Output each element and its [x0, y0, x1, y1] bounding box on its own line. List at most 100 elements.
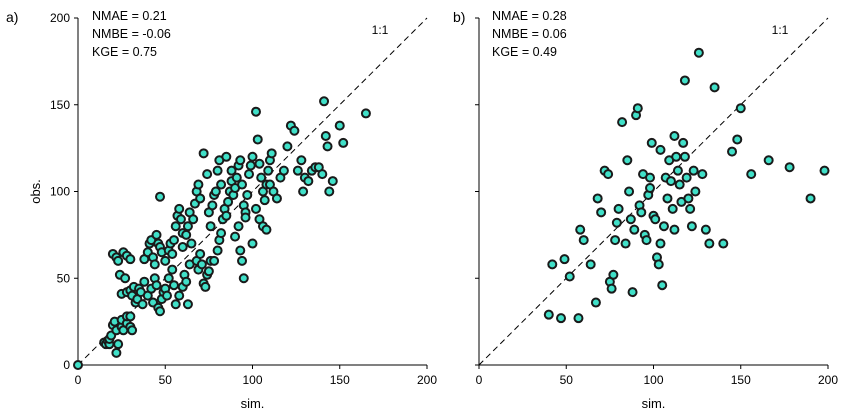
data-point	[320, 130, 331, 141]
data-point	[174, 203, 185, 214]
data-point	[231, 172, 242, 183]
data-point	[564, 271, 575, 282]
data-point	[195, 248, 206, 259]
data-point	[334, 120, 345, 131]
data-point	[167, 248, 178, 259]
stat-text: NMAE = 0.28	[492, 9, 567, 23]
data-point	[216, 179, 227, 190]
data-point	[175, 214, 186, 225]
data-point	[210, 186, 221, 197]
stat-text: NMBE = 0.06	[492, 27, 567, 41]
data-point	[259, 195, 270, 206]
data-point	[196, 259, 207, 270]
data-point	[170, 299, 181, 310]
data-point	[170, 221, 181, 232]
data-point	[592, 193, 603, 204]
data-point	[181, 229, 192, 240]
data-point	[704, 238, 715, 249]
y-tick-label: 200	[50, 11, 70, 25]
stat-text: NMAE = 0.21	[92, 9, 167, 23]
data-point	[233, 221, 244, 232]
data-point	[805, 193, 816, 204]
data-point	[261, 224, 272, 235]
data-point	[718, 238, 729, 249]
stat-text: KGE = 0.75	[92, 45, 157, 59]
data-point	[671, 151, 682, 162]
data-point	[693, 47, 704, 58]
data-point	[603, 169, 614, 180]
data-point	[665, 176, 676, 187]
data-point	[573, 313, 584, 324]
data-point	[624, 186, 635, 197]
data-point	[292, 165, 303, 176]
data-point	[735, 103, 746, 114]
stat-text: KGE = 0.49	[492, 45, 557, 59]
data-point	[254, 158, 265, 169]
data-point	[195, 193, 206, 204]
data-point	[216, 228, 227, 239]
data-point	[324, 186, 335, 197]
data-point	[207, 200, 218, 211]
data-point	[111, 347, 122, 358]
data-point	[223, 196, 234, 207]
data-point	[120, 273, 131, 284]
data-point	[155, 306, 166, 317]
data-point	[250, 203, 261, 214]
y-tick-label: 0	[63, 358, 70, 372]
data-point	[238, 273, 249, 284]
data-point	[674, 179, 685, 190]
data-point	[650, 214, 661, 225]
data-point	[688, 165, 699, 176]
data-point	[662, 193, 673, 204]
data-point	[125, 254, 136, 265]
data-point	[327, 176, 338, 187]
data-point	[763, 155, 774, 166]
data-point	[188, 214, 199, 225]
data-point	[360, 108, 371, 119]
one-to-one-line	[478, 17, 829, 366]
data-point	[113, 339, 124, 350]
data-point	[221, 151, 232, 162]
data-point	[608, 269, 619, 280]
data-point	[245, 160, 256, 171]
data-point	[247, 238, 258, 249]
x-tick-label: 50	[560, 373, 574, 387]
data-point	[235, 245, 246, 256]
data-point	[167, 264, 178, 275]
data-point	[620, 238, 631, 249]
data-point	[667, 203, 678, 214]
data-point	[658, 221, 669, 232]
data-point	[203, 266, 214, 277]
data-point	[732, 134, 743, 145]
data-point	[161, 290, 172, 301]
data-point	[338, 137, 349, 148]
data-point	[163, 273, 174, 284]
data-point	[627, 287, 638, 298]
data-point	[174, 290, 185, 301]
data-point	[212, 245, 223, 256]
data-point	[556, 313, 567, 324]
data-point	[205, 221, 216, 232]
data-point	[596, 207, 607, 218]
data-point	[282, 141, 293, 152]
data-point	[610, 235, 621, 246]
data-point	[298, 186, 309, 197]
data-point	[149, 259, 160, 270]
panel-label: b)	[453, 9, 465, 25]
data-point	[655, 144, 666, 155]
data-point	[672, 165, 683, 176]
data-point	[697, 169, 708, 180]
x-tick-label: 200	[818, 373, 838, 387]
data-point	[727, 146, 738, 157]
data-point	[578, 235, 589, 246]
data-point	[155, 191, 166, 202]
data-point	[709, 82, 720, 93]
data-point	[685, 203, 696, 214]
x-tick-label: 150	[731, 373, 751, 387]
data-point	[575, 224, 586, 235]
data-point	[151, 229, 162, 240]
data-point	[590, 297, 601, 308]
data-point	[226, 165, 237, 176]
data-point	[237, 179, 248, 190]
data-point	[657, 280, 668, 291]
